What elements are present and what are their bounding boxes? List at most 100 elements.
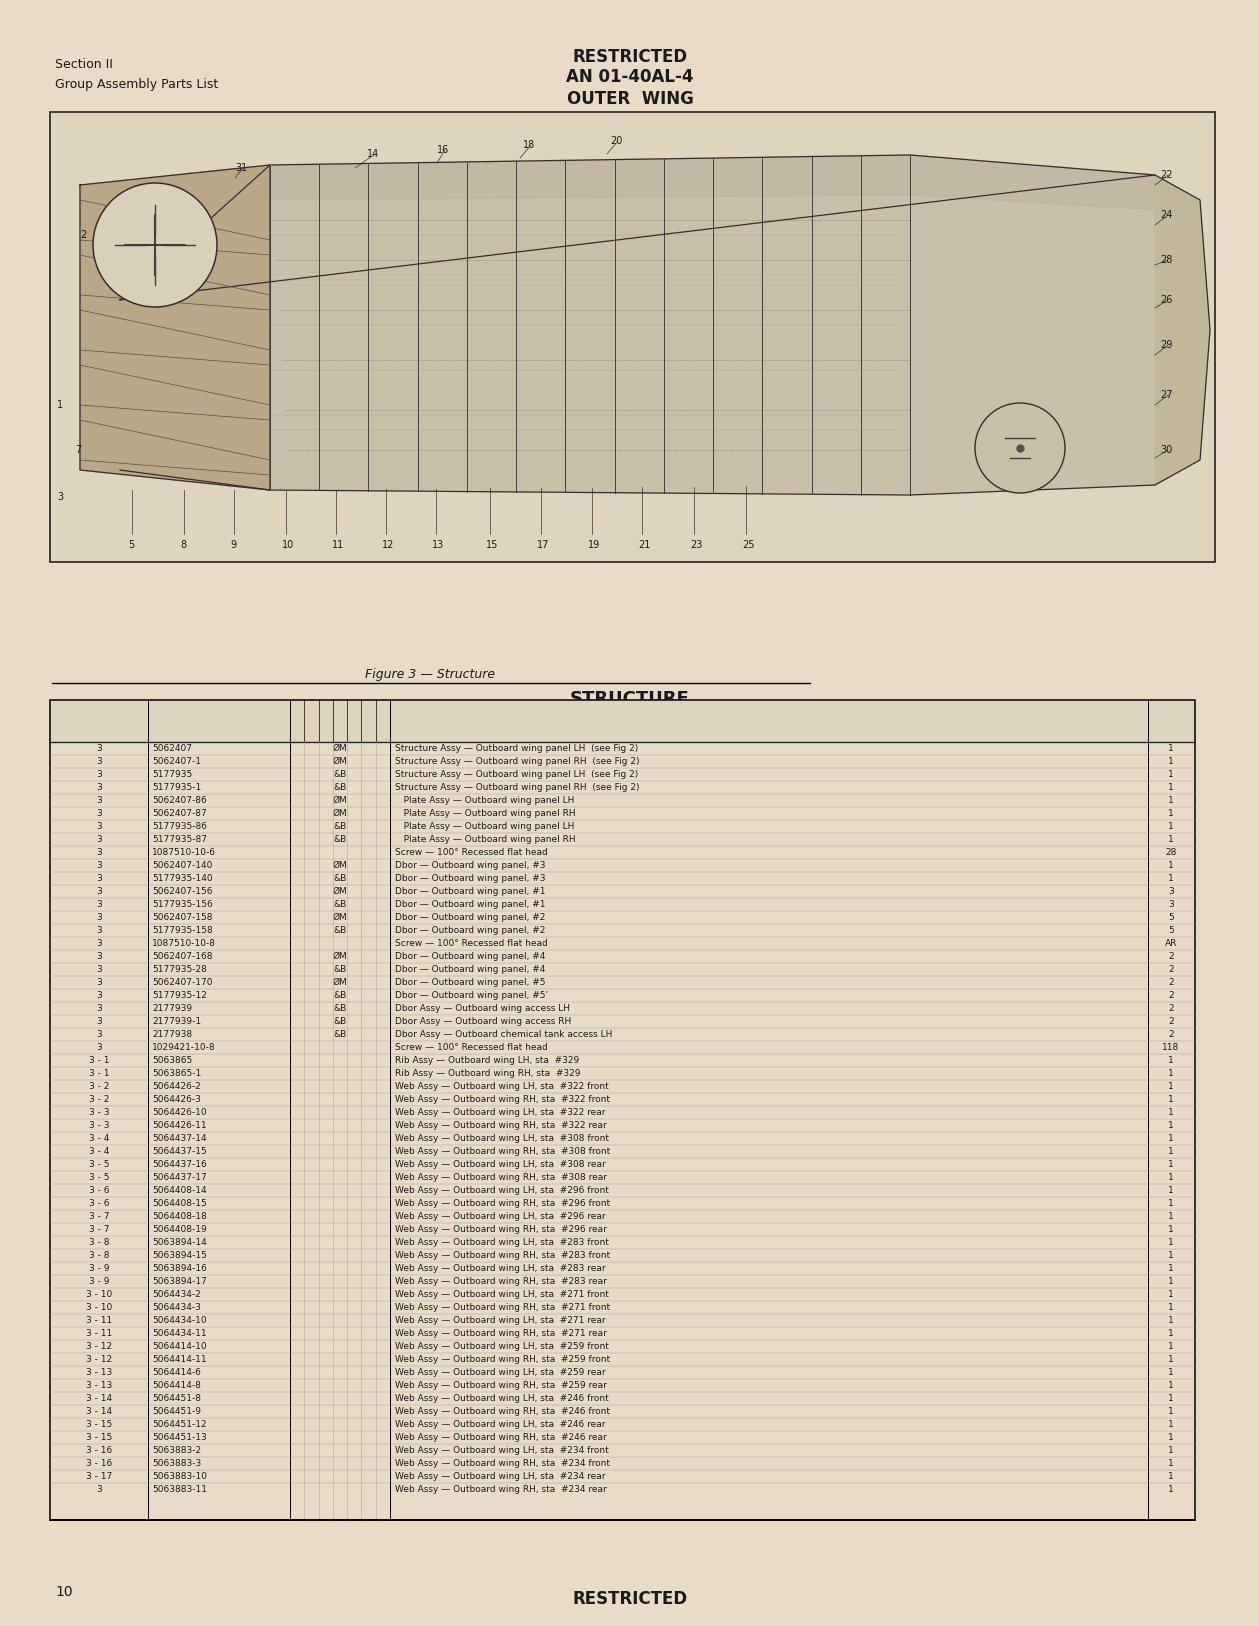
Text: 5064426-11: 5064426-11 — [152, 1120, 206, 1130]
Text: STRUCTURE: STRUCTURE — [570, 689, 690, 707]
Text: 18: 18 — [522, 140, 535, 150]
Text: 3 - 11: 3 - 11 — [86, 1315, 112, 1325]
Text: 5063894-16: 5063894-16 — [152, 1263, 206, 1273]
Text: Dbor — Outboard wing panel, #1: Dbor — Outboard wing panel, #1 — [395, 901, 545, 909]
Text: Dbor — Outboard wing panel, #5: Dbor — Outboard wing panel, #5 — [395, 977, 545, 987]
Text: PART NUMBER: PART NUMBER — [185, 711, 253, 720]
Text: 3 - 14: 3 - 14 — [86, 1393, 112, 1403]
Text: &B: &B — [334, 1029, 346, 1039]
Text: 4: 4 — [337, 720, 342, 728]
Text: 5064434-2: 5064434-2 — [152, 1289, 200, 1299]
Text: 15: 15 — [486, 540, 499, 550]
Text: 5063865-1: 5063865-1 — [152, 1068, 201, 1078]
Text: 3: 3 — [96, 745, 102, 753]
Text: 3: 3 — [96, 836, 102, 844]
Text: Dbor — Outboard wing panel, #2: Dbor — Outboard wing panel, #2 — [395, 925, 545, 935]
Text: 3 - 13: 3 - 13 — [86, 1367, 112, 1377]
Text: &B: &B — [334, 784, 346, 792]
Text: 5: 5 — [128, 540, 135, 550]
Text: 3: 3 — [1168, 901, 1173, 909]
Text: ØM: ØM — [332, 862, 347, 870]
Text: Web Assy — Outboard wing LH, sta  #234 front: Web Assy — Outboard wing LH, sta #234 fr… — [395, 1446, 609, 1455]
Text: 118: 118 — [1162, 1042, 1180, 1052]
Polygon shape — [120, 154, 1155, 494]
Text: 5064451-12: 5064451-12 — [152, 1419, 206, 1429]
Text: Dbor — Outboard wing panel, #4: Dbor — Outboard wing panel, #4 — [395, 964, 545, 974]
Text: Web Assy — Outboard wing RH, sta  #322 rear: Web Assy — Outboard wing RH, sta #322 re… — [395, 1120, 607, 1130]
Text: &B: &B — [334, 823, 346, 831]
Text: 1087510-10-8: 1087510-10-8 — [152, 938, 217, 948]
Text: 28: 28 — [1160, 255, 1172, 265]
Text: Screw — 100° Recessed flat head: Screw — 100° Recessed flat head — [395, 938, 548, 948]
Text: 5177935-86: 5177935-86 — [152, 823, 206, 831]
Text: 29: 29 — [1160, 340, 1172, 350]
Text: 3: 3 — [1168, 888, 1173, 896]
Text: INDEX NUMBER: INDEX NUMBER — [63, 715, 135, 725]
Text: 5062407-86: 5062407-86 — [152, 797, 206, 805]
Text: Web Assy — Outboard wing RH, sta  #308 front: Web Assy — Outboard wing RH, sta #308 fr… — [395, 1146, 611, 1156]
Text: 3: 3 — [96, 1003, 102, 1013]
Text: &B: &B — [334, 771, 346, 779]
Text: 9: 9 — [230, 540, 237, 550]
Circle shape — [974, 403, 1065, 493]
Text: 3 - 3: 3 - 3 — [88, 1107, 110, 1117]
Text: 1: 1 — [1168, 1133, 1173, 1143]
Text: 3: 3 — [96, 951, 102, 961]
Polygon shape — [81, 164, 269, 489]
Text: 5177935-12: 5177935-12 — [152, 990, 206, 1000]
Text: 5177935-158: 5177935-158 — [152, 925, 213, 935]
Text: 25: 25 — [742, 540, 754, 550]
Text: Dbor Assy — Outboard chemical tank access LH: Dbor Assy — Outboard chemical tank acces… — [395, 1029, 612, 1039]
Bar — [50, 701, 1195, 741]
Bar — [50, 112, 1215, 563]
Text: 3 - 9: 3 - 9 — [88, 1276, 110, 1286]
Text: Screw — 100° Recessed flat head: Screw — 100° Recessed flat head — [395, 1042, 548, 1052]
Text: 3: 3 — [96, 914, 102, 922]
Text: &B: &B — [334, 836, 346, 844]
Text: 1: 1 — [1168, 810, 1173, 818]
Text: Web Assy — Outboard wing RH, sta  #246 front: Web Assy — Outboard wing RH, sta #246 fr… — [395, 1406, 611, 1416]
Text: 5064426-2: 5064426-2 — [152, 1081, 200, 1091]
Text: 1: 1 — [1168, 1328, 1173, 1338]
Text: 3 - 16: 3 - 16 — [86, 1446, 112, 1455]
Text: 3 - 10: 3 - 10 — [86, 1302, 112, 1312]
Text: Web Assy — Outboard wing RH, sta  #234 front: Web Assy — Outboard wing RH, sta #234 fr… — [395, 1459, 611, 1468]
Text: Plate Assy — Outboard wing panel RH: Plate Assy — Outboard wing panel RH — [395, 810, 575, 818]
Text: 28: 28 — [1166, 849, 1177, 857]
Text: &B: &B — [334, 1016, 346, 1026]
Text: 1: 1 — [1168, 1302, 1173, 1312]
Text: 5062407-158: 5062407-158 — [152, 914, 213, 922]
Text: 17: 17 — [538, 540, 549, 550]
Text: 3: 3 — [96, 977, 102, 987]
Text: 3 - 13: 3 - 13 — [86, 1380, 112, 1390]
Text: 3: 3 — [96, 758, 102, 766]
Text: 1: 1 — [1168, 1485, 1173, 1494]
Text: 3: 3 — [96, 964, 102, 974]
Text: 1: 1 — [1168, 1224, 1173, 1234]
Text: Plate Assy — Outboard wing panel RH: Plate Assy — Outboard wing panel RH — [395, 836, 575, 844]
Text: 5062407-168: 5062407-168 — [152, 951, 213, 961]
Text: 3 - 11: 3 - 11 — [86, 1328, 112, 1338]
Text: 5064437-15: 5064437-15 — [152, 1146, 206, 1156]
Text: 5064414-8: 5064414-8 — [152, 1380, 201, 1390]
Text: 3 - 1: 3 - 1 — [88, 1068, 110, 1078]
Text: 3: 3 — [96, 875, 102, 883]
Text: 3 - 9: 3 - 9 — [88, 1263, 110, 1273]
Text: 1029421-10-8: 1029421-10-8 — [152, 1042, 215, 1052]
Text: Plate Assy — Outboard wing panel LH: Plate Assy — Outboard wing panel LH — [395, 797, 574, 805]
Text: 6: 6 — [366, 720, 371, 728]
Text: 2: 2 — [1168, 1003, 1173, 1013]
Text: 5064426-3: 5064426-3 — [152, 1094, 201, 1104]
Text: 1: 1 — [1168, 1211, 1173, 1221]
Text: Web Assy — Outboard wing RH, sta  #271 rear: Web Assy — Outboard wing RH, sta #271 re… — [395, 1328, 607, 1338]
Text: 3 - 2: 3 - 2 — [89, 1081, 110, 1091]
Text: PER ASSEM: PER ASSEM — [1147, 715, 1195, 725]
Text: NOMENCLATURE: NOMENCLATURE — [730, 711, 807, 720]
Text: AN 01-40AL-4: AN 01-40AL-4 — [567, 68, 694, 86]
Text: 3 - 7: 3 - 7 — [88, 1224, 110, 1234]
Text: 1: 1 — [1168, 1146, 1173, 1156]
Text: Web Assy — Outboard wing LH, sta  #271 front: Web Assy — Outboard wing LH, sta #271 fr… — [395, 1289, 609, 1299]
Text: Web Assy — Outboard wing LH, sta  #234 rear: Web Assy — Outboard wing LH, sta #234 re… — [395, 1472, 606, 1481]
Text: Web Assy — Outboard wing RH, sta  #234 rear: Web Assy — Outboard wing RH, sta #234 re… — [395, 1485, 607, 1494]
Text: 5063894-17: 5063894-17 — [152, 1276, 206, 1286]
